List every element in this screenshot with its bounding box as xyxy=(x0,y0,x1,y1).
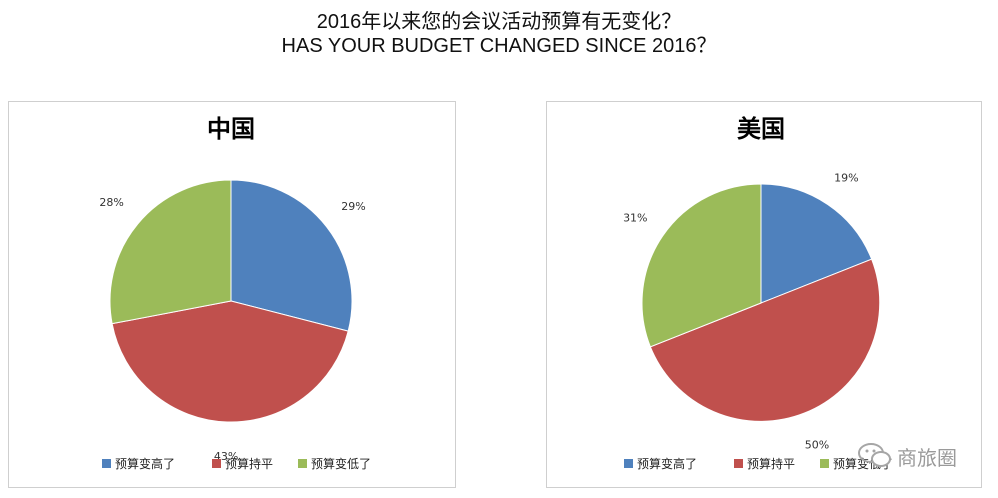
chart-panel-china: 中国 29% 43% 28% 预算变高了 预算持平 预算变低了 xyxy=(8,101,456,488)
legend-swatch xyxy=(820,459,829,468)
pie-slice-3 xyxy=(109,179,232,325)
chart-title: 美国 xyxy=(737,114,785,143)
legend-label: 预算持平 xyxy=(747,456,795,471)
chart-panel-usa: 美国 19% 50% 31% 预算变高了 预算持平 预算变低了 xyxy=(546,101,982,488)
legend-label: 预算变高了 xyxy=(637,456,697,471)
data-label: 29% xyxy=(341,200,365,213)
data-label: 19% xyxy=(834,171,858,184)
chart-header: 2016年以来您的会议活动预算有无变化？ HAS YOUR BUDGET CHA… xyxy=(0,10,998,58)
pie-slice-3 xyxy=(641,183,762,348)
pie-slice-2 xyxy=(111,300,349,423)
legend-swatch xyxy=(734,459,743,468)
pie-slice-1 xyxy=(760,183,873,304)
pie-slice-2 xyxy=(649,258,881,422)
data-label: 50% xyxy=(805,438,829,451)
legend-label: 预算持平 xyxy=(225,456,273,471)
chart-title: 中国 xyxy=(207,114,255,143)
legend-label: 预算变高了 xyxy=(115,456,175,471)
watermark-text: 商旅圈 xyxy=(897,446,957,470)
data-label: 28% xyxy=(99,196,123,209)
page-title-chinese: 2016年以来您的会议活动预算有无变化？ xyxy=(316,11,682,33)
pie-slice-1 xyxy=(230,179,353,332)
legend-swatch xyxy=(102,459,111,468)
data-label: 31% xyxy=(623,212,647,225)
watermark: 商旅圈 xyxy=(855,440,995,470)
wechat-bubble-icon xyxy=(858,443,891,467)
legend-label: 预算变低了 xyxy=(311,456,371,471)
legend-swatch xyxy=(212,459,221,468)
page-title-english: HAS YOUR BUDGET CHANGED SINCE 2016？ xyxy=(281,35,717,57)
legend-swatch xyxy=(624,459,633,468)
legend-swatch xyxy=(298,459,307,468)
